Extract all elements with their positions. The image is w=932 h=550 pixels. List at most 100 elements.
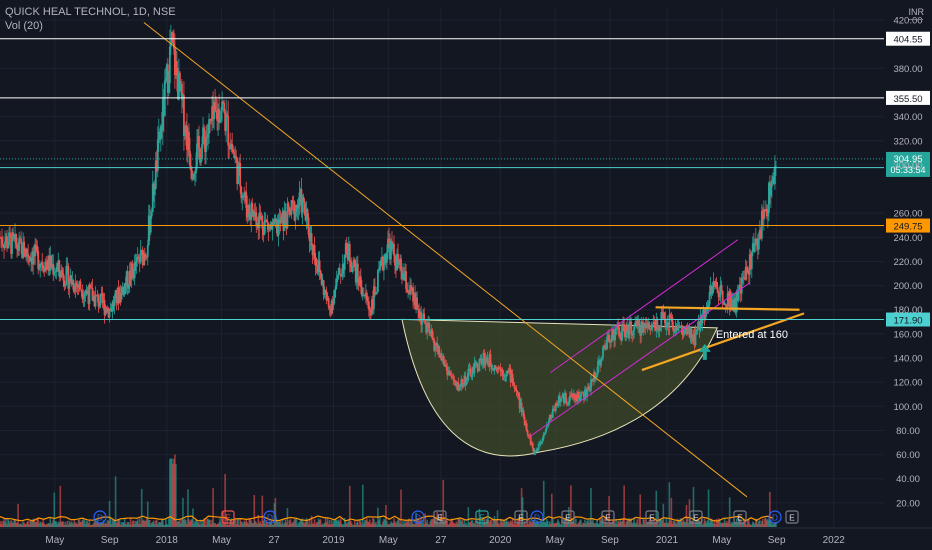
last-price-countdown: 05:33:54 <box>890 165 925 175</box>
volume-bar <box>674 522 677 527</box>
volume-bar <box>176 521 178 527</box>
candle <box>544 427 547 436</box>
candle-body <box>742 277 745 279</box>
volume-bar <box>555 522 557 527</box>
candle-body <box>83 294 86 299</box>
volume-bar <box>641 524 644 527</box>
candle-body <box>330 300 333 314</box>
volume-bar <box>43 523 46 527</box>
volume-bar <box>274 498 277 527</box>
candle-body <box>604 345 606 348</box>
candle <box>243 186 246 205</box>
candle <box>122 286 125 297</box>
candle <box>211 95 213 131</box>
candle-body <box>603 345 605 347</box>
candle <box>352 256 355 268</box>
volume-bar <box>514 524 517 527</box>
volume-bar <box>461 519 464 527</box>
candle-body <box>651 324 654 329</box>
candle <box>162 88 165 133</box>
volume-bar <box>547 524 550 527</box>
volume-bar <box>295 518 298 527</box>
volume-bar <box>576 524 578 527</box>
candle-body <box>366 300 369 302</box>
candle <box>634 316 637 326</box>
candle-body <box>304 214 307 221</box>
x-tick-label: 2018 <box>156 535 179 546</box>
volume-bar <box>279 521 282 527</box>
candle <box>361 287 364 301</box>
candle <box>621 321 624 342</box>
volume-bar <box>775 521 777 527</box>
candle-body <box>512 382 515 386</box>
volume-bar <box>449 521 452 527</box>
volume-bar <box>632 522 634 527</box>
candle-body <box>347 243 350 261</box>
volume-bar <box>12 523 14 527</box>
volume-bar <box>1 524 3 527</box>
candle-body <box>363 295 366 297</box>
volume-bar <box>254 520 257 527</box>
volume-bar <box>419 520 421 527</box>
volume-bar <box>581 524 583 527</box>
candle-body <box>56 266 59 272</box>
candle-body <box>416 297 419 310</box>
candle-body <box>770 180 773 187</box>
candle <box>538 441 541 446</box>
candle-body <box>173 48 176 76</box>
candle <box>58 259 61 282</box>
candle <box>519 398 522 412</box>
volume-bar <box>264 523 267 527</box>
candle-body <box>103 300 106 315</box>
candle <box>128 262 131 293</box>
volume-bar <box>130 524 133 527</box>
volume-bar <box>548 521 551 527</box>
candle-body <box>571 393 574 398</box>
candle-body <box>108 309 111 318</box>
candle <box>753 238 756 254</box>
volume-bar <box>596 520 598 527</box>
candle-body <box>326 298 329 301</box>
candle <box>102 292 105 310</box>
candle <box>430 324 433 338</box>
candle <box>717 290 720 306</box>
candle <box>54 268 57 279</box>
candle <box>85 284 88 297</box>
candle-body <box>114 290 117 298</box>
volume-bar <box>543 522 546 527</box>
candle-body <box>142 253 145 266</box>
volume-bar <box>199 524 201 527</box>
volume-bar <box>403 523 405 527</box>
volume-bar <box>446 520 449 527</box>
volume-bar <box>600 520 602 527</box>
volume-bar <box>583 523 585 527</box>
volume-bar <box>717 518 720 527</box>
volume-bar <box>150 522 153 527</box>
volume-bar <box>527 524 530 527</box>
candle <box>125 270 128 294</box>
volume-indicator-label[interactable]: Vol (20) <box>5 20 43 32</box>
candle-body <box>588 386 590 389</box>
candle-body <box>350 267 353 272</box>
candle <box>640 317 643 343</box>
candle-body <box>625 324 628 338</box>
candle <box>47 255 50 276</box>
volume-bar <box>528 520 531 527</box>
candle <box>360 280 363 298</box>
candle-body <box>775 165 777 167</box>
candle <box>609 338 611 350</box>
candle-body <box>209 119 211 121</box>
candle-body <box>590 379 592 391</box>
candle <box>758 220 761 240</box>
volume-bar <box>592 519 594 527</box>
candle <box>397 243 399 269</box>
candle <box>626 318 629 334</box>
marker-letter: E <box>693 513 699 523</box>
volume-bar <box>629 518 631 527</box>
candle-body <box>399 258 401 264</box>
candle <box>358 271 361 287</box>
candle-body <box>697 321 700 328</box>
candle-body <box>183 95 185 136</box>
